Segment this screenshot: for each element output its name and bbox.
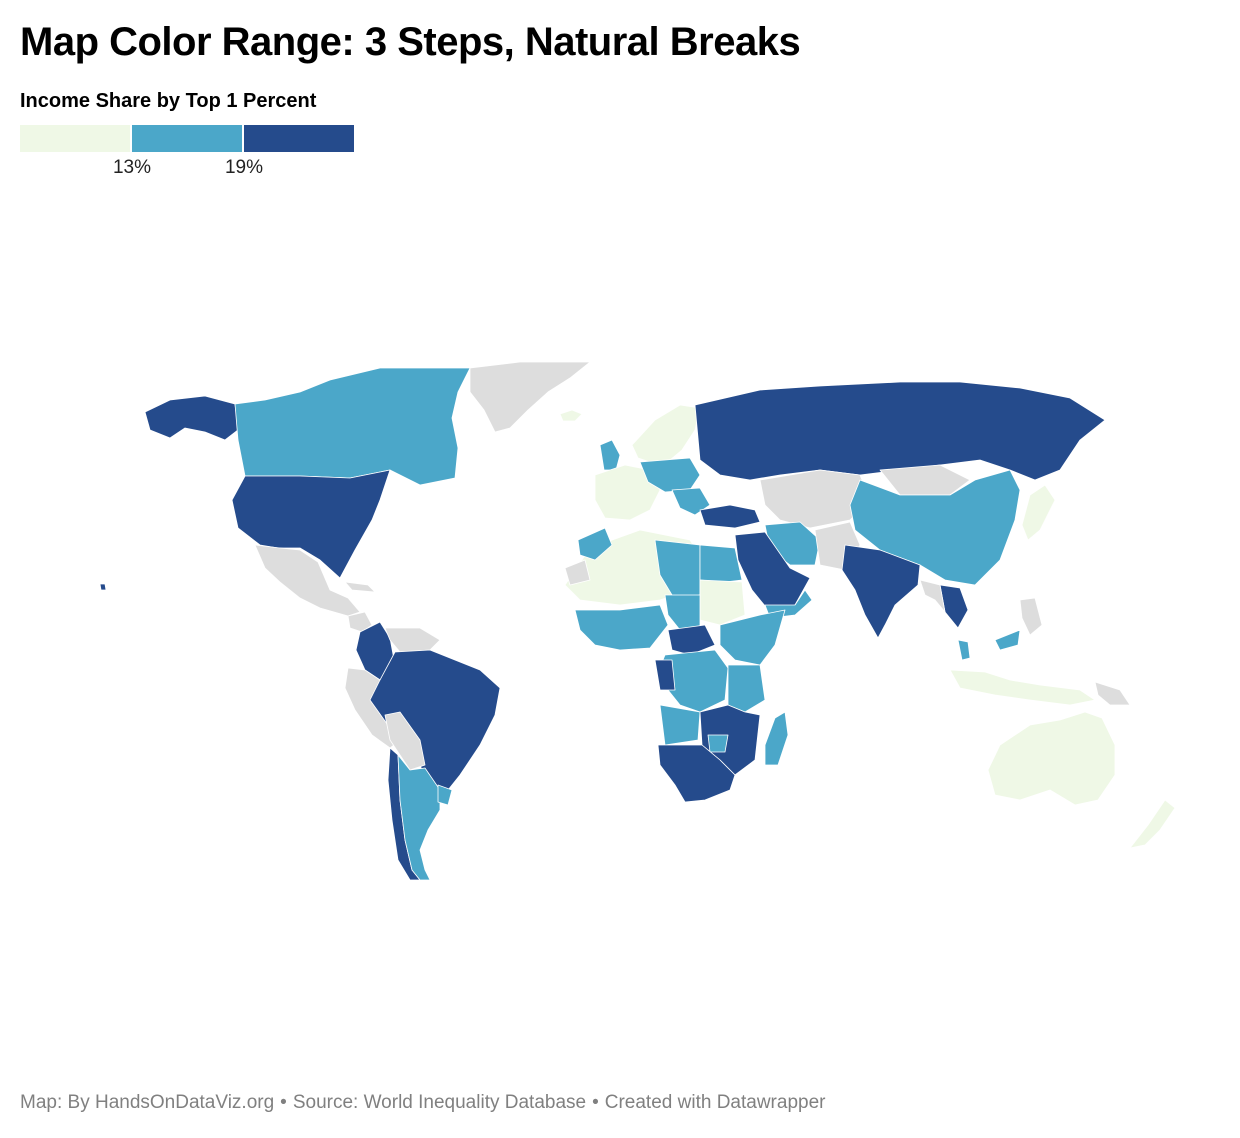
legend-step-mid [132,125,242,152]
country-mongolia [879,464,971,496]
country-india [841,544,921,639]
country-philippines [1019,597,1043,636]
country-usa [231,469,391,579]
footer-separator: • [280,1092,287,1113]
legend-ticks: 13% 19% [20,157,360,181]
country-mexico [254,544,361,617]
country-tanzania [727,664,766,713]
country-united-kingdom [599,439,621,471]
footer-separator: • [592,1092,599,1113]
country-iceland [559,409,583,422]
country-gabon [654,659,676,691]
footer-source: Source: World Inequality Database [292,1092,587,1113]
country-malaysia [957,639,971,661]
country-malaysia-east [994,629,1021,651]
legend-title: Income Share by Top 1 Percent [20,90,317,112]
country-western-sahara [564,559,591,586]
legend-color-bar [20,125,356,152]
country-argentina [397,754,441,881]
country-indochina [919,579,946,613]
country-chad [664,594,701,631]
legend-tick-19: 19% [224,157,264,178]
country-central-asia [759,469,871,529]
country-scandinavia [631,404,701,463]
country-papua-new-guinea [1094,681,1131,706]
world-choropleth-map [99,361,1176,881]
country-turkey [699,504,761,529]
country-south-africa [657,744,736,803]
footer-map-credit: Map: By HandsOnDataViz.org [20,1092,275,1113]
footer-credits: Map: By HandsOnDataViz.org • Source: World… [20,1092,825,1114]
country-greenland [469,361,591,433]
country-zimbabwe [707,734,729,753]
country-alaska [144,395,239,441]
country-western-europe [594,464,661,521]
country-hawaii [99,583,107,591]
country-madagascar [764,711,789,766]
country-uruguay [437,784,453,806]
country-new-zealand [1129,799,1176,849]
country-cuba [344,581,376,593]
country-russia [694,381,1106,481]
country-egypt [699,544,743,583]
country-central-african-republic [667,624,716,656]
country-sudan [699,579,746,626]
country-ethiopia [719,609,786,666]
country-indonesia [949,669,1096,706]
country-west-africa [574,604,669,651]
legend-step-low [20,125,130,152]
country-morocco [577,527,613,561]
country-brazil [369,649,501,801]
country-canada [234,367,471,486]
country-angola [659,704,701,746]
legend-tick-13: 13% [112,157,152,178]
legend-step-high [244,125,354,152]
country-australia [987,711,1116,806]
country-bolivia [384,711,426,771]
country-japan [1021,484,1056,541]
map-title: Map Color Range: 3 Steps, Natural Breaks [20,20,801,64]
country-venezuela [384,627,441,653]
country-china [849,469,1021,586]
footer-created-with: Created with Datawrapper [604,1092,826,1113]
